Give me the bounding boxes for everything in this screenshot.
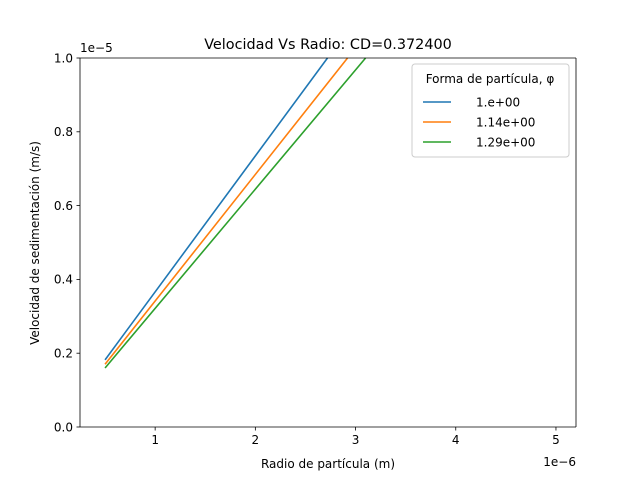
x-tick-label: 3 [352,433,360,447]
chart-title: Velocidad Vs Radio: CD=0.372400 [204,37,452,53]
series-line [104,57,349,365]
legend-box [411,63,570,158]
y-tick-label: 0.6 [54,199,73,213]
y-axis-offset-label: 1e−5 [80,41,113,55]
legend-label: 1.29e+00 [476,135,535,149]
y-tick-label: 0.0 [54,420,73,434]
legend-title: Forma de partícula, φ [426,72,555,86]
y-tick-label: 0.4 [54,273,73,287]
axes-frame [79,57,577,428]
x-axis-ticks: 1 2 3 4 5 [151,427,560,447]
x-tick-label: 1 [151,433,159,447]
y-tick-label: 0.8 [54,125,73,139]
x-tick-label: 2 [252,433,260,447]
x-tick-label: 4 [452,433,460,447]
legend-label: 1.e+00 [476,95,520,109]
series-lines [104,57,367,369]
y-axis-label: Velocidad de sedimentación (m/s) [28,141,42,345]
legend: Forma de partícula, φ 1.e+00 1.14e+00 1.29… [411,63,570,158]
series-line [104,57,367,369]
x-tick-label: 5 [552,433,560,447]
series-line [104,57,329,361]
y-tick-label: 1.0 [54,51,73,65]
x-axis-label: Radio de partícula (m) [261,457,395,471]
y-tick-label: 0.2 [54,347,73,361]
legend-entries: 1.e+00 1.14e+00 1.29e+00 [423,95,535,149]
legend-label: 1.14e+00 [476,115,535,129]
y-axis-ticks: 0.0 0.2 0.4 0.6 0.8 1.0 [54,51,80,434]
x-axis-offset-label: 1e−6 [543,455,576,469]
